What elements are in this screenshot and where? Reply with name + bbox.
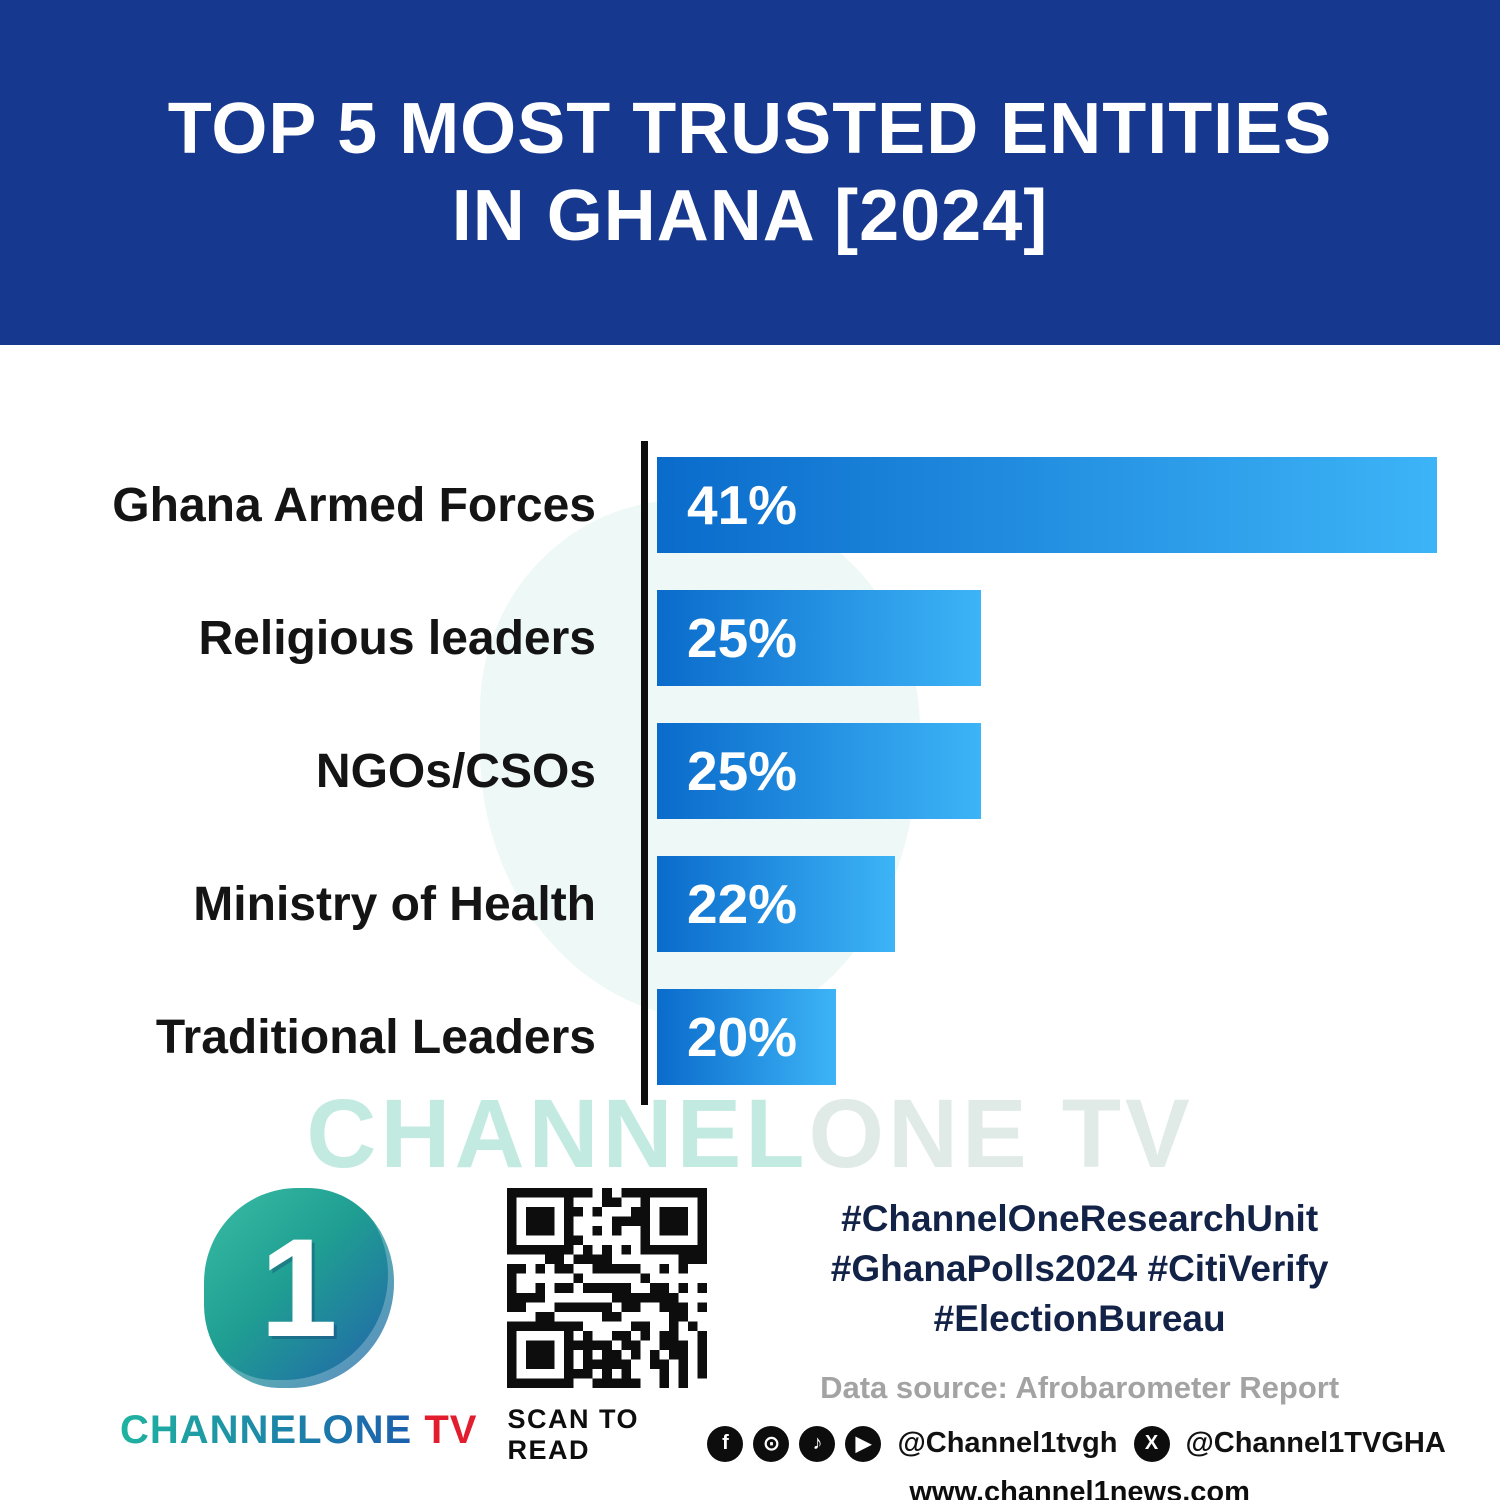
channel-one-logo: 1 CHANNELONE TV	[120, 1188, 477, 1453]
value-label: 22%	[687, 873, 798, 935]
chart-row: NGOs/CSOs 25%	[0, 723, 1500, 819]
bar-chart: Ghana Armed Forces 41% Religious leaders…	[0, 441, 1500, 1105]
social-handle-primary: @Channel1tvgh	[897, 1427, 1118, 1460]
value-label: 25%	[687, 607, 798, 669]
logo-numeral: 1	[259, 1209, 338, 1366]
value-label: 20%	[687, 1006, 798, 1068]
chart-row: Ghana Armed Forces 41%	[0, 457, 1500, 553]
bar: 20%	[657, 989, 837, 1085]
hashtag-line: #ChannelOneResearchUnit	[841, 1198, 1319, 1239]
bar-track: 22%	[657, 856, 1437, 952]
hashtag-line: #ElectionBureau	[933, 1297, 1226, 1339]
bar-track: 25%	[657, 590, 1437, 686]
tiktok-icon: ♪	[799, 1425, 836, 1462]
brand-watermark-part1: CHANNEL	[306, 1079, 809, 1188]
footer: 1 CHANNELONE TV SCAN TO READ #ChannelOne…	[0, 1188, 1500, 1500]
qr-code	[507, 1188, 708, 1388]
brand-wordmark-main: CHANNELONE	[120, 1408, 413, 1452]
value-label: 25%	[687, 740, 798, 802]
brand-watermark: CHANNELONE TV	[0, 1078, 1500, 1190]
chart-row: Religious leaders 25%	[0, 590, 1500, 686]
data-source-note: Data source: Afrobarometer Report	[820, 1369, 1340, 1405]
header-banner: TOP 5 MOST TRUSTED ENTITIES IN GHANA [20…	[0, 0, 1500, 345]
page-title-line1: TOP 5 MOST TRUSTED ENTITIES	[167, 89, 1333, 170]
social-row: f ⊙ ♪ ▶ @Channel1tvgh X @Channel1TVGHA	[707, 1425, 1451, 1462]
social-block: #ChannelOneResearchUnit #GhanaPolls2024 …	[707, 1188, 1451, 1500]
social-handle-x: @Channel1TVGHA	[1185, 1427, 1446, 1460]
bar: 25%	[657, 590, 981, 686]
category-label: Traditional Leaders	[155, 1010, 596, 1064]
website-url: www.channel1news.com	[909, 1475, 1250, 1500]
value-label: 41%	[687, 474, 798, 536]
category-label: Religious leaders	[198, 611, 596, 665]
bar-track: 20%	[657, 989, 1437, 1085]
bar-track: 41%	[657, 457, 1437, 553]
brand-wordmark-tv: TV	[412, 1408, 478, 1452]
hashtag-line: #GhanaPolls2024 #CitiVerify	[830, 1247, 1329, 1289]
category-label: NGOs/CSOs	[315, 744, 596, 798]
x-icon: X	[1133, 1425, 1170, 1462]
brand-wordmark: CHANNELONE TV	[120, 1408, 477, 1453]
instagram-icon: ⊙	[753, 1425, 790, 1462]
bar-track: 25%	[657, 723, 1437, 819]
chart-row: Ministry of Health 22%	[0, 856, 1500, 952]
category-label: Ghana Armed Forces	[112, 478, 596, 532]
category-label: Ministry of Health	[193, 877, 596, 931]
bar: 41%	[657, 457, 1437, 553]
youtube-icon: ▶	[845, 1425, 882, 1462]
bar: 25%	[657, 723, 981, 819]
qr-block: SCAN TO READ	[507, 1188, 708, 1466]
bar: 22%	[657, 856, 895, 952]
facebook-icon: f	[707, 1425, 744, 1462]
chart-row: Traditional Leaders 20%	[0, 989, 1500, 1085]
page-title-line2: IN GHANA [2024]	[451, 175, 1049, 256]
brand-watermark-part2: ONE TV	[808, 1079, 1194, 1188]
qr-caption: SCAN TO READ	[507, 1404, 639, 1465]
channel-one-logo-icon: 1	[203, 1188, 394, 1388]
